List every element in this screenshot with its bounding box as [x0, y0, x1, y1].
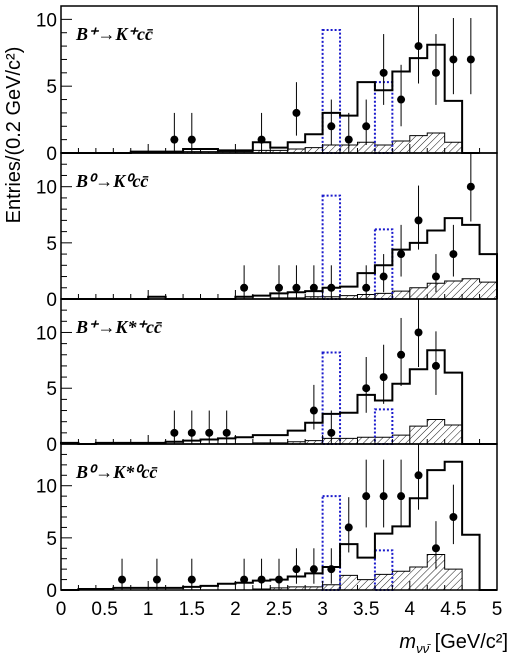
data-point-11 [431, 68, 440, 77]
data-point-4 [292, 108, 301, 117]
data-point-3 [205, 428, 214, 437]
panel-3: 0 5 10 B⁺→K*⁺cc̄ [36, 298, 498, 456]
data-point-2 [187, 135, 196, 144]
x-tick-label: 4 [405, 599, 416, 620]
data-point-13 [466, 55, 475, 64]
y-tick-label: 5 [46, 77, 57, 98]
panel-4: 0 5 10 B⁰→K*⁰cc̄ [36, 443, 498, 602]
data-point-15 [431, 544, 440, 553]
data-point-11 [449, 250, 458, 259]
y-tick-label: 0 [46, 435, 57, 456]
y-axis-label: Entries/(0.2 GeV/c²) [3, 47, 25, 224]
data-point-9 [397, 95, 406, 104]
data-point-6 [327, 428, 336, 437]
y-tick-label: 5 [46, 529, 57, 550]
data-point-8 [397, 250, 406, 259]
data-point-6 [275, 575, 283, 584]
x-tick-label: 2.5 [266, 599, 292, 620]
data-point-1 [170, 428, 179, 437]
data-point-7 [379, 272, 388, 281]
data-point-7 [362, 122, 371, 131]
data-point-8 [379, 68, 388, 77]
x-tick-label: 1 [143, 599, 154, 620]
data-point-3 [257, 135, 266, 144]
data-point-5 [257, 575, 266, 584]
data-point-10 [414, 328, 423, 337]
y-tick-label: 10 [36, 477, 57, 498]
panel-label: B⁰→K*⁰cc̄ [75, 462, 158, 482]
data-point-3 [292, 283, 301, 292]
x-axis-label-main: m [399, 631, 416, 653]
data-point-13 [397, 492, 406, 501]
data-point-8 [379, 373, 388, 382]
x-tick-label: 1.5 [179, 599, 205, 620]
y-tick-label: 0 [46, 290, 57, 311]
data-point-9 [414, 216, 423, 225]
data-point-12 [379, 492, 388, 501]
data-point-7 [362, 384, 371, 393]
data-point-2 [152, 575, 161, 584]
data-point-1 [240, 283, 249, 292]
data-point-1 [118, 575, 127, 584]
data-point-10 [414, 42, 423, 51]
data-point-12 [449, 55, 458, 64]
y-tick-label: 0 [46, 581, 57, 602]
data-point-10 [344, 523, 353, 532]
x-tick-label: 2 [230, 599, 241, 620]
y-tick-label: 5 [46, 379, 57, 400]
data-point-16 [449, 513, 458, 521]
data-point-5 [327, 283, 336, 292]
x-tick-label: 0.5 [91, 599, 117, 620]
panel-2: 0 5 10 B⁰→K⁰cc̄ [36, 152, 498, 311]
data-point-1 [170, 135, 179, 144]
data-point-9 [327, 565, 336, 574]
data-point-4 [222, 428, 231, 437]
total-expected-histogram [61, 43, 480, 154]
data-point-7 [292, 565, 301, 574]
data-point-6 [344, 135, 353, 144]
data-point-12 [466, 182, 475, 191]
data-point-14 [414, 471, 423, 480]
y-tick-label: 10 [36, 178, 57, 199]
data-point-10 [431, 272, 440, 281]
panel-1: 0 5 10 B⁺→K⁺cc̄ [36, 5, 498, 165]
panel-label: B⁺→K*⁺cc̄ [75, 317, 163, 337]
x-axis-label: mνν̄ [GeV/c²] [399, 631, 508, 656]
data-point-3 [187, 575, 196, 584]
data-point-11 [431, 361, 440, 370]
x-tick-label: 4.5 [440, 599, 466, 620]
panel-label: B⁰→K⁰cc̄ [75, 171, 149, 191]
data-point-2 [275, 283, 283, 292]
data-point-4 [240, 575, 249, 584]
data-point-9 [397, 350, 406, 359]
y-tick-label: 0 [46, 144, 57, 165]
total-expected-histogram [60, 349, 497, 445]
data-point-2 [187, 428, 196, 437]
data-point-5 [327, 122, 336, 131]
x-tick-label: 0 [56, 599, 67, 620]
panel-label: B⁺→K⁺cc̄ [75, 24, 154, 44]
data-point-11 [362, 492, 371, 501]
x-tick-label: 3.5 [353, 599, 379, 620]
x-axis-label-sub: νν̄ [416, 641, 431, 656]
x-tick-label: 5 [492, 599, 503, 620]
data-point-8 [309, 565, 318, 574]
x-axis-label-unit: [GeV/c²] [429, 631, 508, 653]
y-tick-label: 10 [36, 323, 57, 344]
data-point-6 [362, 283, 371, 292]
data-point-4 [309, 283, 318, 292]
x-tick-label: 3 [317, 599, 328, 620]
hatched-background-histogram [61, 418, 497, 445]
y-tick-label: 5 [46, 234, 57, 255]
data-point-5 [309, 406, 318, 415]
y-tick-label: 10 [36, 10, 57, 31]
